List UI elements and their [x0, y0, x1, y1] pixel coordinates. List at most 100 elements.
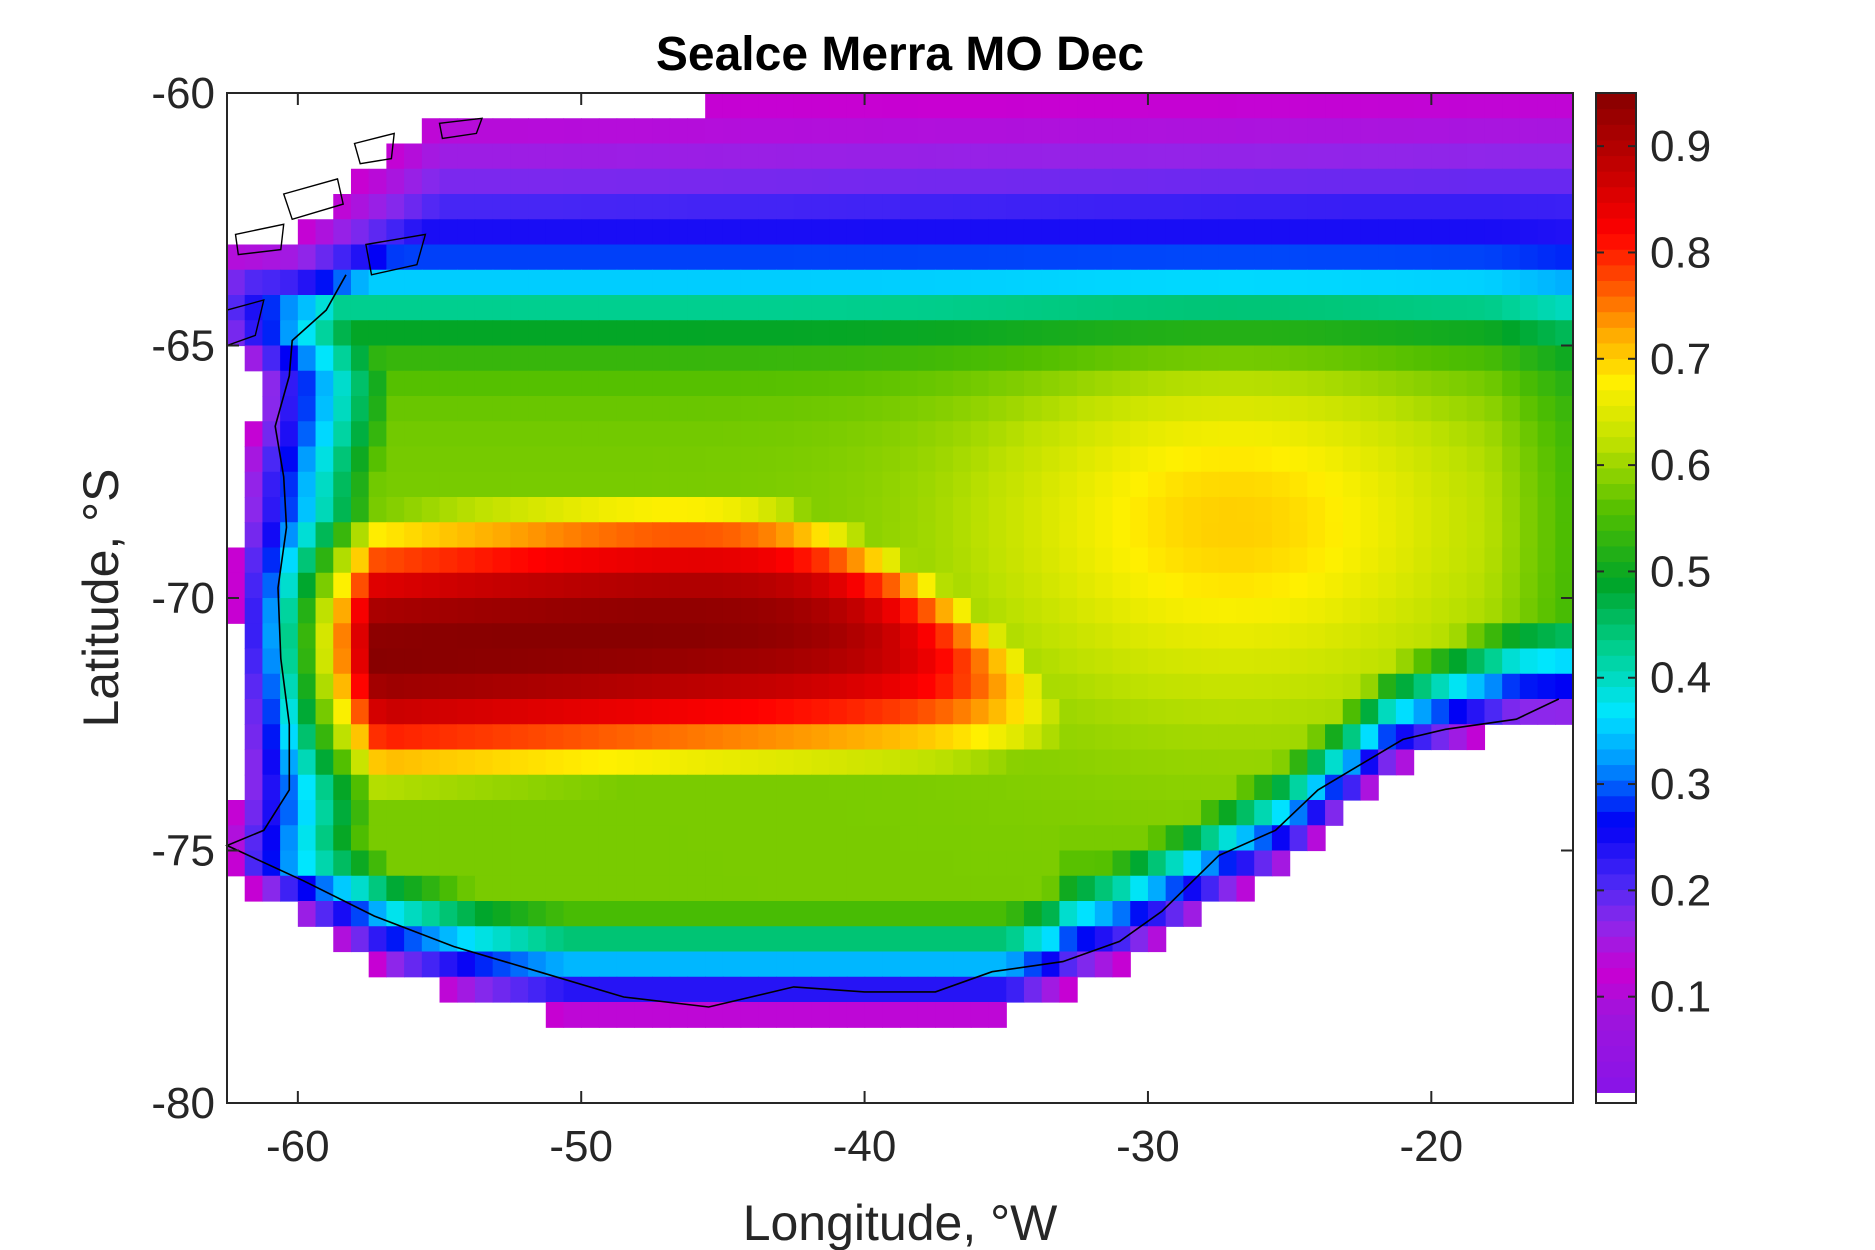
heatmap-cell	[581, 194, 600, 220]
heatmap-cell	[829, 774, 848, 801]
heatmap-cell	[811, 320, 830, 347]
heatmap-cell	[705, 497, 724, 523]
heatmap-cell	[598, 471, 618, 498]
heatmap-cell	[1006, 396, 1025, 422]
heatmap-cell	[421, 547, 441, 574]
heatmap-cell	[846, 774, 866, 801]
heatmap-cell	[581, 168, 600, 195]
heatmap-cell	[634, 320, 653, 347]
heatmap-cell	[1023, 446, 1043, 473]
heatmap-cell	[811, 800, 830, 826]
heatmap-cell	[404, 295, 423, 321]
heatmap-cell	[1325, 522, 1344, 549]
heatmap-cell	[350, 320, 370, 347]
y-tick-label: -75	[151, 827, 215, 876]
heatmap-cell	[970, 976, 990, 1003]
heatmap-cell	[846, 269, 866, 296]
heatmap-cell	[474, 699, 494, 725]
heatmap-cell	[900, 976, 919, 1003]
heatmap-cell	[297, 320, 317, 347]
heatmap-cell	[262, 471, 281, 498]
heatmap-cell	[758, 976, 777, 1003]
heatmap-cell	[244, 320, 264, 347]
heatmap-cell	[864, 345, 883, 372]
heatmap-cell	[1378, 219, 1397, 246]
heatmap-cell	[900, 118, 919, 145]
heatmap-cell	[1254, 699, 1273, 725]
heatmap-cell	[1395, 446, 1415, 473]
heatmap-cell	[740, 749, 759, 776]
heatmap-cell	[864, 648, 883, 675]
heatmap-cell	[1165, 800, 1184, 826]
heatmap-cell	[1502, 572, 1521, 599]
heatmap-cell	[882, 1002, 901, 1028]
heatmap-cell	[811, 749, 830, 776]
heatmap-cell	[669, 673, 689, 700]
heatmap-cell	[474, 219, 494, 246]
heatmap-cell	[1307, 774, 1326, 801]
heatmap-cell	[1519, 143, 1539, 170]
heatmap-cell	[1395, 345, 1415, 372]
heatmap-cell	[864, 926, 883, 953]
heatmap-cell	[333, 219, 352, 246]
heatmap-cell	[776, 143, 795, 170]
heatmap-cell	[758, 446, 777, 473]
heatmap-cell	[970, 244, 990, 271]
heatmap-cell	[333, 547, 352, 574]
heatmap-cell	[598, 118, 618, 145]
colorbar-segment	[1596, 342, 1636, 360]
heatmap-cell	[1236, 370, 1255, 397]
heatmap-cell	[634, 118, 653, 145]
heatmap-cell	[846, 522, 866, 549]
heatmap-cell	[1254, 522, 1273, 549]
heatmap-cell	[917, 598, 937, 624]
heatmap-cell	[1431, 93, 1450, 119]
heatmap-cell	[333, 345, 352, 372]
heatmap-cell	[1165, 825, 1184, 852]
heatmap-cell	[1413, 724, 1432, 751]
heatmap-cell	[1502, 421, 1521, 448]
heatmap-cell	[1201, 194, 1220, 220]
heatmap-cell	[1342, 345, 1362, 372]
heatmap-cell	[1254, 749, 1273, 776]
heatmap-cell	[1271, 118, 1291, 145]
heatmap-cell	[616, 345, 635, 372]
heatmap-cell	[315, 648, 334, 675]
heatmap-cell	[598, 825, 618, 852]
heatmap-cell	[1041, 648, 1060, 675]
heatmap-cell	[616, 800, 635, 826]
heatmap-cell	[758, 320, 777, 347]
heatmap-cell	[457, 345, 476, 372]
heatmap-cell	[1130, 168, 1149, 195]
heatmap-cell	[988, 547, 1007, 574]
heatmap-cell	[634, 219, 653, 246]
heatmap-cell	[1325, 623, 1344, 650]
heatmap-cell	[1218, 522, 1238, 549]
heatmap-cell	[1484, 572, 1503, 599]
heatmap-cell	[1218, 295, 1238, 321]
heatmap-cell	[1130, 143, 1149, 170]
heatmap-cell	[227, 269, 246, 296]
heatmap-cell	[1466, 497, 1486, 523]
heatmap-cell	[669, 976, 689, 1003]
heatmap-cell	[1023, 194, 1043, 220]
heatmap-cell	[315, 370, 334, 397]
heatmap-cell	[457, 320, 476, 347]
heatmap-cell	[1307, 219, 1326, 246]
heatmap-cell	[1449, 168, 1468, 195]
heatmap-cell	[1555, 168, 1574, 195]
heatmap-cell	[705, 320, 724, 347]
heatmap-cell	[970, 699, 990, 725]
heatmap-cell	[333, 471, 352, 498]
heatmap-cell	[758, 497, 777, 523]
colorbar-ticks: 0.10.20.30.40.50.60.70.80.9	[1596, 122, 1711, 1022]
heatmap-cell	[988, 648, 1007, 675]
heatmap-cell	[900, 850, 919, 877]
heatmap-cell	[1059, 699, 1078, 725]
heatmap-cell	[333, 774, 352, 801]
heatmap-cell	[988, 951, 1007, 978]
heatmap-cell	[917, 875, 937, 902]
heatmap-cell	[262, 850, 281, 877]
heatmap-cell	[333, 396, 352, 422]
heatmap-cell	[1201, 800, 1220, 826]
